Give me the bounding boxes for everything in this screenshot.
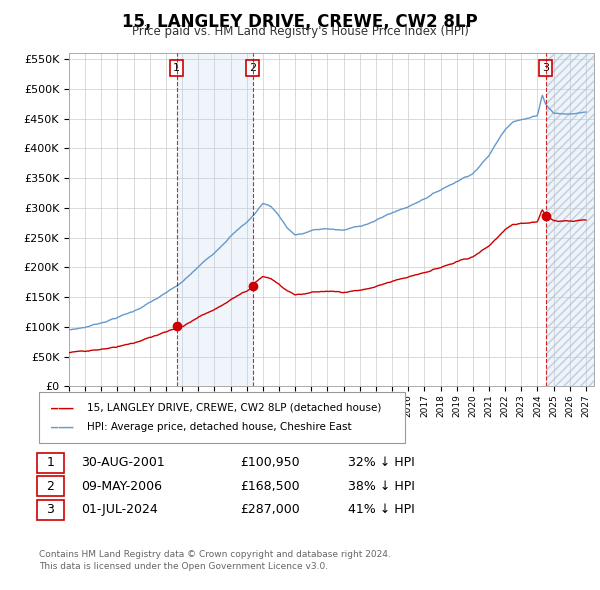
Text: 15, LANGLEY DRIVE, CREWE, CW2 8LP: 15, LANGLEY DRIVE, CREWE, CW2 8LP [122, 13, 478, 31]
Text: 1: 1 [46, 456, 55, 469]
Text: 3: 3 [542, 63, 549, 73]
Text: £100,950: £100,950 [240, 456, 299, 469]
Text: 2: 2 [249, 63, 256, 73]
Text: 3: 3 [46, 503, 55, 516]
Text: 41% ↓ HPI: 41% ↓ HPI [348, 503, 415, 516]
Text: 15, LANGLEY DRIVE, CREWE, CW2 8LP (detached house): 15, LANGLEY DRIVE, CREWE, CW2 8LP (detac… [87, 403, 382, 412]
Text: 30-AUG-2001: 30-AUG-2001 [81, 456, 165, 469]
Bar [545, 53, 594, 386]
Text: Contains HM Land Registry data © Crown copyright and database right 2024.
This d: Contains HM Land Registry data © Crown c… [39, 550, 391, 571]
Text: ———: ——— [51, 401, 74, 414]
Text: 1: 1 [173, 63, 180, 73]
Text: 2: 2 [46, 480, 55, 493]
Text: £287,000: £287,000 [240, 503, 300, 516]
Bar [545, 53, 594, 386]
Text: £168,500: £168,500 [240, 480, 299, 493]
Text: Price paid vs. HM Land Registry's House Price Index (HPI): Price paid vs. HM Land Registry's House … [131, 25, 469, 38]
Text: 38% ↓ HPI: 38% ↓ HPI [348, 480, 415, 493]
Text: 32% ↓ HPI: 32% ↓ HPI [348, 456, 415, 469]
Text: 09-MAY-2006: 09-MAY-2006 [81, 480, 162, 493]
Bar [176, 53, 253, 386]
Bar [545, 53, 594, 386]
Text: 01-JUL-2024: 01-JUL-2024 [81, 503, 158, 516]
Text: ———: ——— [51, 421, 74, 434]
Text: HPI: Average price, detached house, Cheshire East: HPI: Average price, detached house, Ches… [87, 422, 352, 432]
Bar [545, 53, 594, 386]
